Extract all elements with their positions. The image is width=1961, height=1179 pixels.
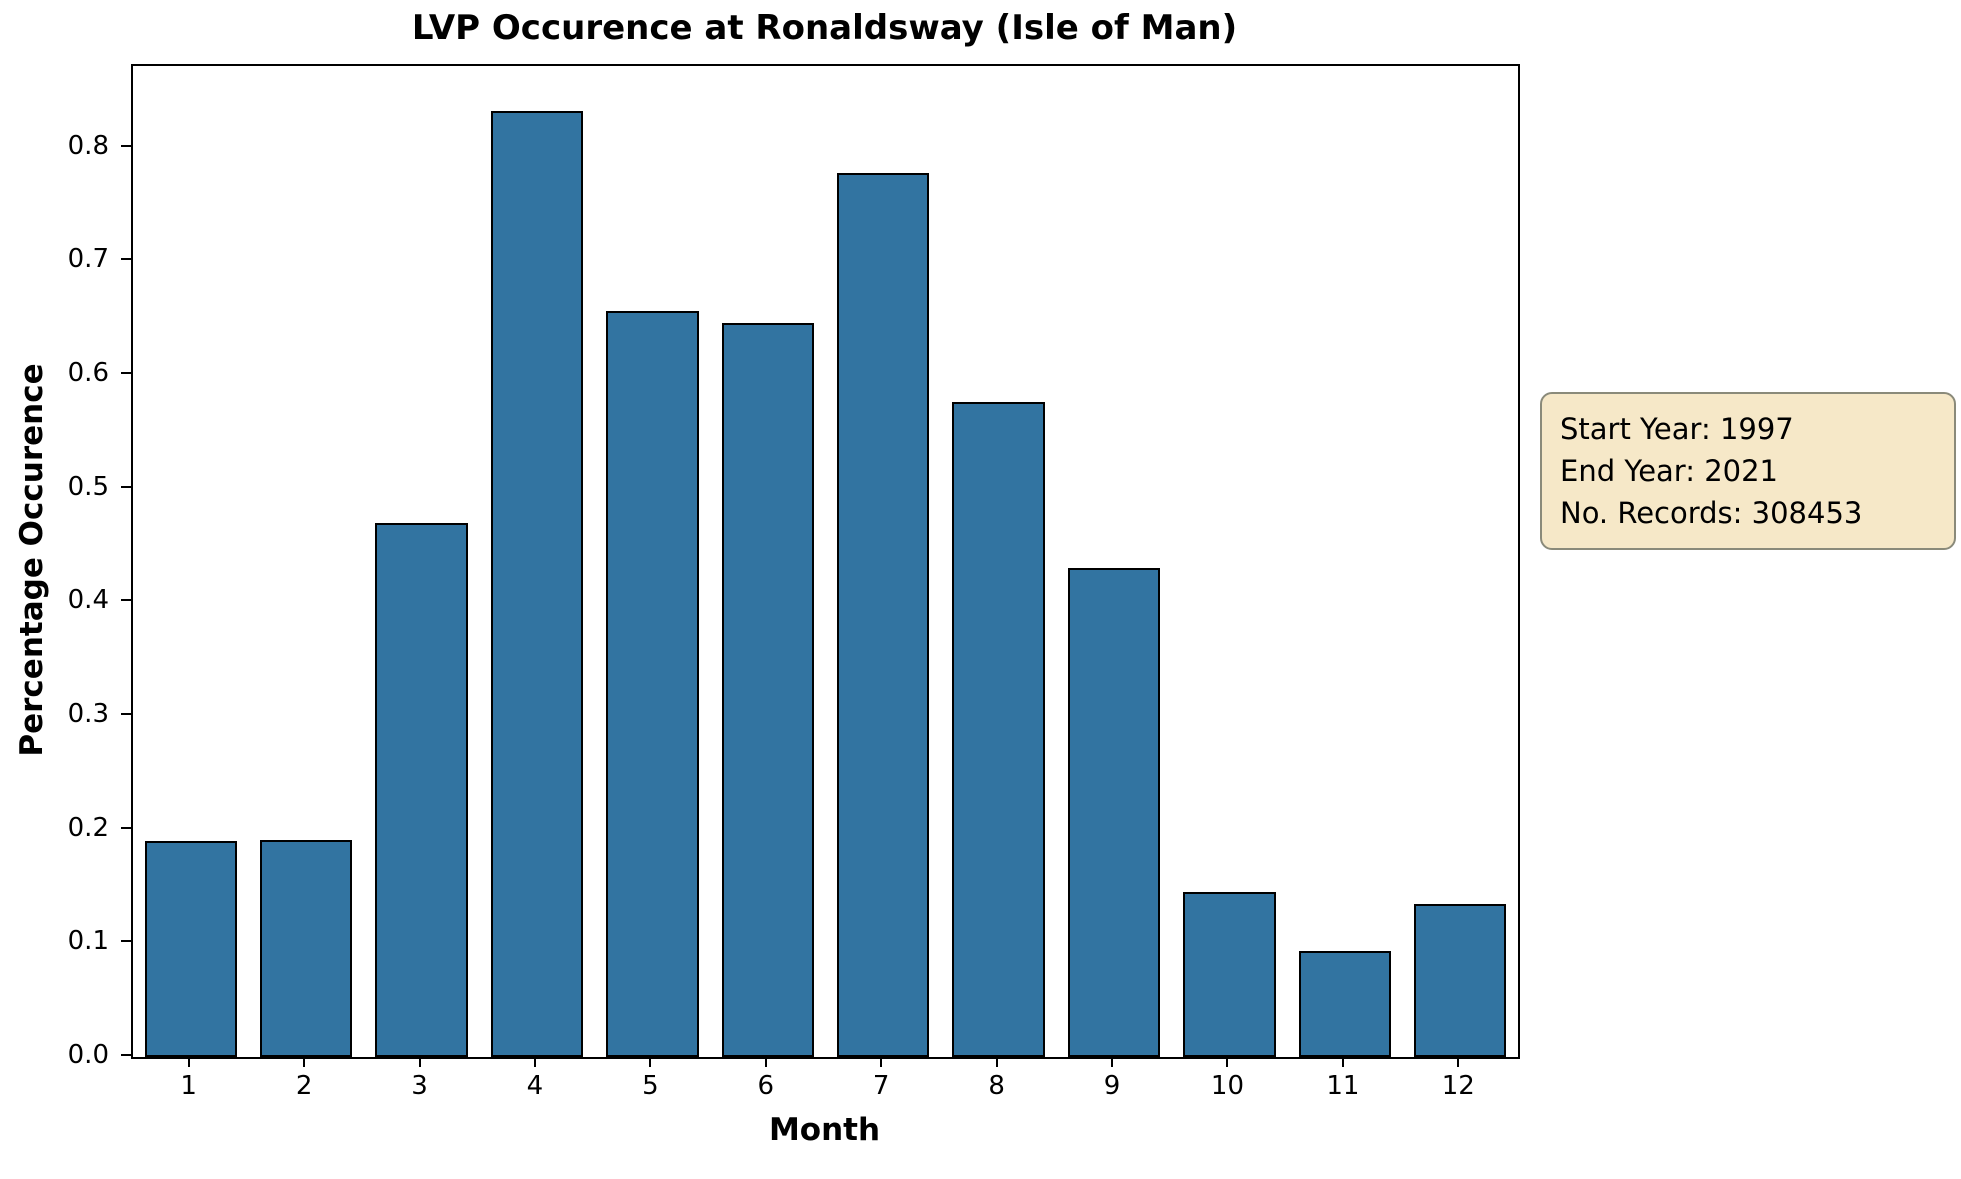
bar-month-11 — [1298, 951, 1392, 1057]
x-tick-label: 7 — [872, 1071, 890, 1101]
y-tick-mark — [121, 599, 131, 602]
x-tick-mark — [418, 1057, 421, 1067]
x-tick-label: 1 — [180, 1071, 197, 1101]
x-tick-label: 11 — [1326, 1071, 1360, 1101]
bar-month-4 — [490, 111, 584, 1057]
x-tick-mark — [1457, 1057, 1460, 1067]
x-tick-label: 3 — [411, 1071, 428, 1101]
y-tick-mark — [121, 485, 131, 488]
chart-title: LVP Occurence at Ronaldsway (Isle of Man… — [411, 8, 1238, 48]
y-tick-label: 0.8 — [67, 130, 109, 161]
bar-month-7 — [837, 172, 930, 1057]
y-tick-mark — [121, 940, 131, 943]
y-tick-label: 0.1 — [67, 926, 109, 957]
x-tick-mark — [764, 1057, 767, 1067]
bar-month-5 — [606, 311, 699, 1057]
annotation-line-start-year: Start Year: 1997 — [1560, 412, 1794, 446]
annotation-box: Start Year: 1997 End Year: 2021 No. Reco… — [1540, 392, 1956, 550]
x-tick-label: 6 — [757, 1071, 775, 1101]
y-tick-label: 0.3 — [67, 699, 109, 730]
bar-month-12 — [1414, 903, 1507, 1057]
y-tick-mark — [121, 713, 131, 716]
bar-month-1 — [144, 841, 237, 1057]
x-tick-mark — [1111, 1057, 1114, 1067]
x-tick-label: 12 — [1441, 1071, 1475, 1101]
bar-month-9 — [1067, 568, 1161, 1057]
x-tick-mark — [649, 1057, 652, 1067]
y-tick-mark — [121, 258, 131, 261]
bar-month-8 — [952, 402, 1045, 1057]
x-tick-mark — [187, 1057, 190, 1067]
y-tick-label: 0.4 — [67, 585, 109, 616]
annotation-line-records: No. Records: 308453 — [1560, 496, 1863, 530]
bar-month-10 — [1183, 892, 1276, 1057]
x-tick-mark — [533, 1057, 536, 1067]
bar-month-6 — [721, 322, 814, 1057]
y-tick-label: 0.2 — [67, 812, 109, 843]
x-tick-mark — [1226, 1057, 1229, 1067]
x-tick-label: 4 — [526, 1071, 544, 1101]
bar-month-3 — [375, 522, 468, 1057]
y-tick-mark — [121, 144, 131, 147]
y-tick-label: 0.6 — [67, 358, 109, 389]
x-tick-label: 10 — [1210, 1071, 1244, 1101]
y-tick-label: 0.5 — [67, 471, 109, 502]
x-tick-label: 8 — [988, 1071, 1005, 1101]
y-tick-mark — [121, 372, 131, 375]
x-tick-label: 2 — [295, 1071, 313, 1101]
y-tick-label: 0.0 — [67, 1040, 109, 1070]
annotation-line-end-year: End Year: 2021 — [1560, 454, 1779, 488]
x-axis-label: Month — [768, 1112, 881, 1148]
x-tick-mark — [880, 1057, 883, 1067]
x-tick-mark — [1341, 1057, 1344, 1067]
y-tick-mark — [121, 1054, 131, 1056]
y-tick-mark — [121, 826, 131, 829]
x-tick-mark — [995, 1057, 998, 1067]
y-tick-label: 0.7 — [67, 244, 109, 275]
x-axis-ticks: 1 2 3 4 5 6 7 8 9 10 11 12 — [131, 1057, 1518, 1109]
bar-month-2 — [259, 839, 353, 1057]
x-tick-mark — [303, 1057, 306, 1067]
x-tick-label: 9 — [1103, 1071, 1121, 1101]
x-tick-label: 5 — [642, 1071, 659, 1101]
plot-area — [131, 64, 1520, 1059]
y-axis-ticks: 0.0 0.1 0.2 0.3 0.4 0.5 0.6 0.7 0.8 — [0, 64, 131, 1070]
